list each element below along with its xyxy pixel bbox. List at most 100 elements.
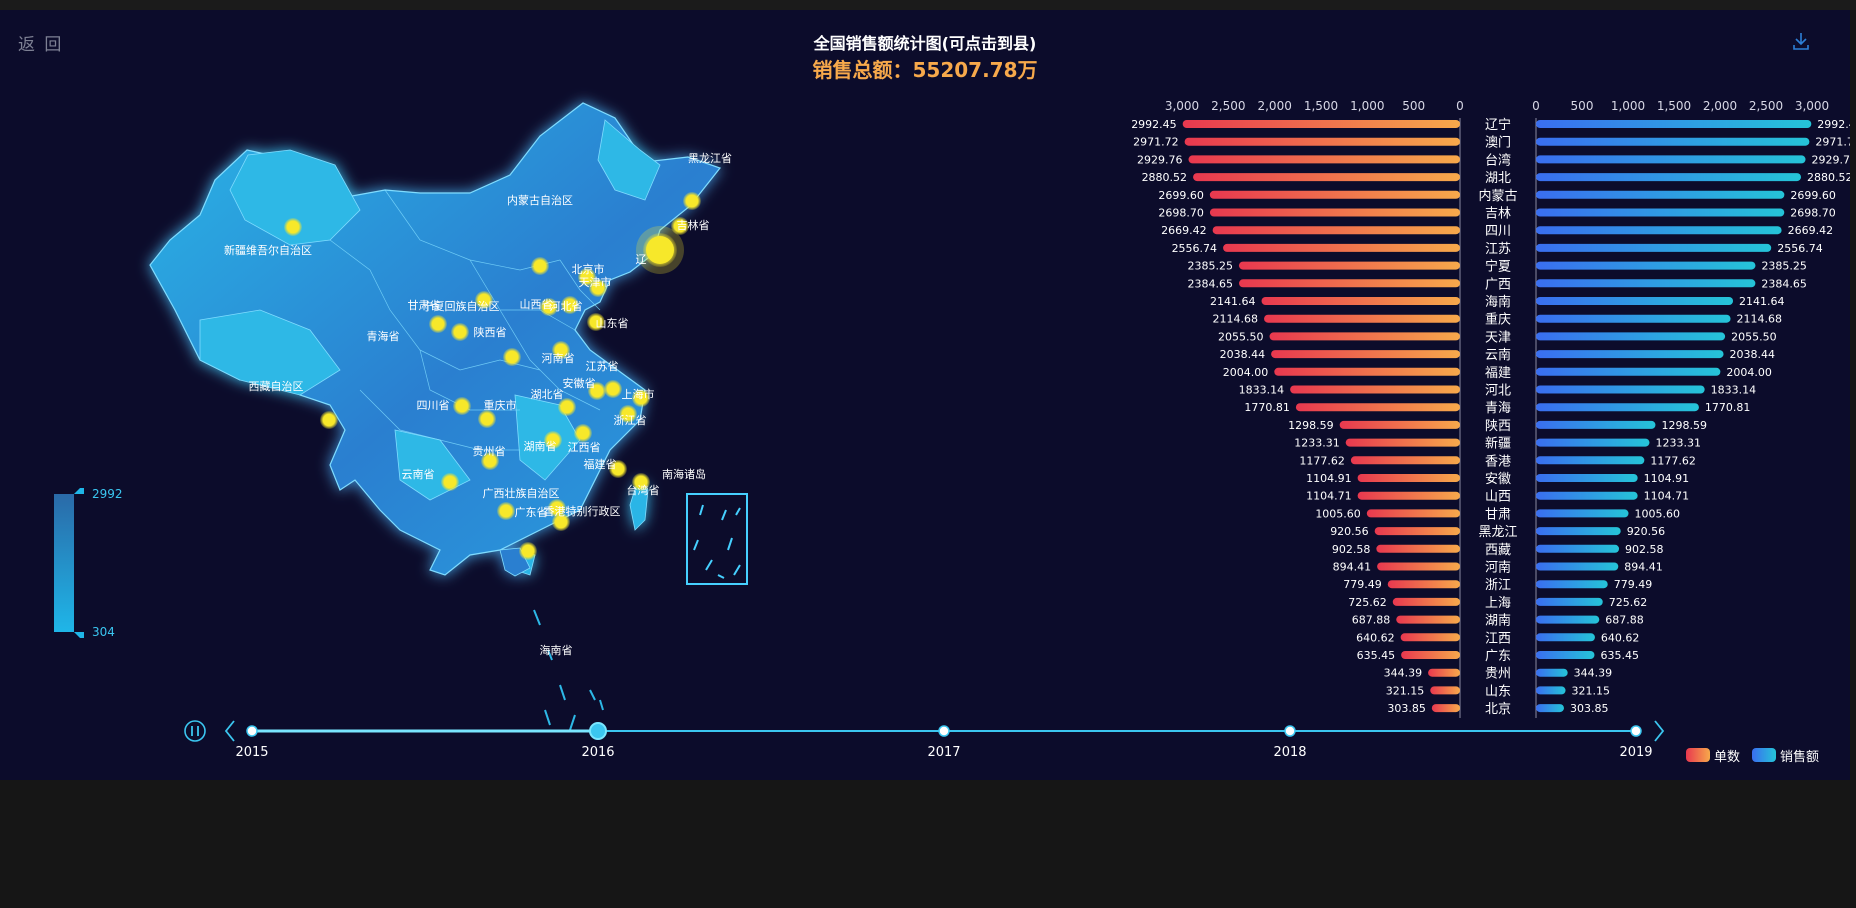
bar-right[interactable]: [1536, 474, 1638, 482]
bar-left[interactable]: [1374, 527, 1460, 536]
bar-left[interactable]: [1274, 367, 1460, 376]
bar-right[interactable]: [1536, 155, 1806, 164]
map-point-core: [543, 301, 555, 313]
bar-category-label: 陕西: [1485, 419, 1511, 434]
bar-right[interactable]: [1536, 279, 1756, 288]
bar-right[interactable]: [1536, 137, 1810, 146]
bar-left[interactable]: [1357, 474, 1460, 482]
visual-map-legend[interactable]: 2992 304: [50, 488, 130, 638]
map-points[interactable]: [284, 192, 701, 560]
bar-left[interactable]: [1212, 226, 1460, 235]
legend-item-count[interactable]: 单数: [1686, 746, 1740, 765]
bar-right[interactable]: [1536, 208, 1785, 217]
bar-right[interactable]: [1536, 190, 1785, 199]
bar-left[interactable]: [1271, 350, 1460, 359]
bar-right[interactable]: [1536, 367, 1721, 376]
bar-right[interactable]: [1536, 173, 1802, 182]
bar-right[interactable]: [1536, 226, 1782, 235]
bar-left[interactable]: [1182, 120, 1460, 128]
bar-right[interactable]: [1536, 120, 1812, 128]
bar-right[interactable]: [1536, 350, 1724, 359]
timeline-node[interactable]: [1284, 725, 1296, 737]
bar-left[interactable]: [1223, 243, 1460, 252]
bar-right[interactable]: [1536, 704, 1564, 713]
next-arrow-icon[interactable]: [1654, 720, 1665, 742]
bar-left[interactable]: [1345, 438, 1460, 447]
bar-left[interactable]: [1184, 137, 1460, 146]
bar-value-right: 1298.59: [1661, 419, 1707, 432]
visual-map-handle-top[interactable]: [74, 488, 84, 494]
bar-right[interactable]: [1536, 491, 1638, 500]
bar-left[interactable]: [1188, 155, 1460, 164]
bar-right[interactable]: [1536, 420, 1656, 429]
bar-left[interactable]: [1238, 261, 1460, 270]
timeline-node[interactable]: [246, 725, 258, 737]
bar-right[interactable]: [1536, 580, 1608, 589]
bar-right[interactable]: [1536, 615, 1600, 624]
bar-right[interactable]: [1536, 686, 1566, 695]
back-button[interactable]: 返 回: [18, 35, 64, 55]
bar-right[interactable]: [1536, 651, 1595, 659]
play-pause-button[interactable]: [184, 720, 206, 742]
bar-left[interactable]: [1392, 597, 1460, 606]
bar-left[interactable]: [1357, 491, 1460, 500]
bar-right[interactable]: [1536, 297, 1734, 305]
visual-map-handle-bottom[interactable]: [74, 632, 84, 638]
bar-right[interactable]: [1536, 332, 1726, 341]
bar-right[interactable]: [1536, 509, 1629, 518]
bar-left[interactable]: [1401, 651, 1460, 659]
map-point-core: [591, 385, 603, 397]
bar-left[interactable]: [1376, 544, 1460, 553]
bar-left[interactable]: [1366, 509, 1460, 518]
map-label: 江苏省: [586, 360, 619, 373]
bar-right[interactable]: [1536, 633, 1595, 642]
timeline-node-current[interactable]: [589, 722, 607, 740]
bar-left[interactable]: [1339, 420, 1460, 429]
bar-left[interactable]: [1209, 208, 1460, 217]
map-label: 云南省: [402, 468, 435, 481]
bar-left[interactable]: [1431, 704, 1460, 713]
bar-value-right: 779.49: [1614, 578, 1653, 591]
pause-icon: [191, 726, 199, 736]
south-china-sea-inset: [533, 493, 748, 731]
bar-left[interactable]: [1396, 615, 1460, 624]
bar-right[interactable]: [1536, 243, 1772, 252]
bar-left[interactable]: [1350, 456, 1460, 465]
bar-left[interactable]: [1377, 562, 1460, 571]
bar-left[interactable]: [1209, 190, 1460, 199]
map-label: 江西省: [568, 441, 601, 454]
bar-right[interactable]: [1536, 403, 1699, 412]
bar-left[interactable]: [1295, 403, 1460, 412]
map-label: 西藏自治区: [249, 379, 304, 393]
bar-value-right: 1770.81: [1705, 401, 1751, 414]
bar-left[interactable]: [1400, 633, 1460, 642]
bar-left[interactable]: [1261, 297, 1460, 305]
bar-right[interactable]: [1536, 597, 1603, 606]
bar-left[interactable]: [1239, 279, 1460, 288]
bar-left[interactable]: [1387, 580, 1460, 589]
bar-right[interactable]: [1536, 544, 1620, 553]
bar-right[interactable]: [1536, 438, 1650, 447]
bar-right[interactable]: [1536, 668, 1568, 677]
bar-right[interactable]: [1536, 261, 1756, 270]
legend-item-sales[interactable]: 销售额: [1752, 746, 1819, 765]
bar-left[interactable]: [1290, 385, 1460, 394]
timeline-node[interactable]: [1630, 725, 1642, 737]
bar-left[interactable]: [1264, 314, 1460, 323]
bar-right[interactable]: [1536, 385, 1705, 394]
bar-left[interactable]: [1430, 686, 1460, 695]
timeline-node[interactable]: [938, 725, 950, 737]
bar-category-label: 台湾: [1485, 152, 1511, 168]
download-icon[interactable]: [1790, 30, 1812, 52]
bar-right[interactable]: [1536, 456, 1645, 465]
prev-arrow-icon[interactable]: [224, 720, 235, 742]
bar-category-label: 湖北: [1485, 171, 1511, 186]
bar-value-left: 2929.76: [1137, 153, 1183, 166]
bar-right[interactable]: [1536, 562, 1619, 571]
bar-right[interactable]: [1536, 314, 1731, 323]
bar-left[interactable]: [1269, 332, 1460, 341]
bar-left[interactable]: [1428, 668, 1460, 677]
bar-left[interactable]: [1193, 173, 1460, 182]
bar-right[interactable]: [1536, 527, 1621, 536]
